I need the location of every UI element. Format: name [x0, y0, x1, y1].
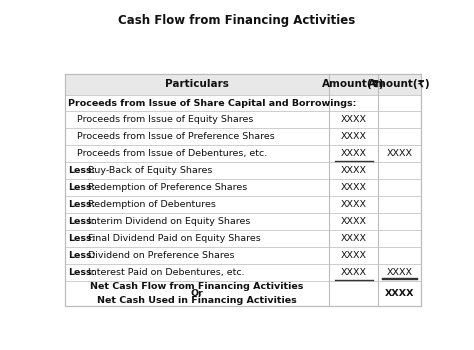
Text: Redemption of Debentures: Redemption of Debentures: [85, 200, 216, 209]
Text: XXXX: XXXX: [341, 149, 367, 158]
Text: Less:: Less:: [68, 217, 95, 226]
Text: XXXX: XXXX: [341, 234, 367, 243]
Bar: [65, 74, 421, 306]
Text: Proceeds from Issue of Share Capital and Borrowings:: Proceeds from Issue of Share Capital and…: [68, 98, 356, 107]
Text: Net Cash Flow from Financing Activities: Net Cash Flow from Financing Activities: [91, 282, 304, 291]
Text: Amount(₹): Amount(₹): [322, 79, 385, 90]
Text: XXXX: XXXX: [341, 132, 367, 141]
Text: Buy-Back of Equity Shares: Buy-Back of Equity Shares: [85, 166, 213, 175]
Bar: [65, 74, 421, 95]
Text: Proceeds from Issue of Equity Shares: Proceeds from Issue of Equity Shares: [77, 116, 253, 124]
Text: Interim Dividend on Equity Shares: Interim Dividend on Equity Shares: [85, 217, 251, 226]
Text: XXXX: XXXX: [341, 116, 367, 124]
Text: Less:: Less:: [68, 267, 95, 276]
Text: Less:: Less:: [68, 200, 95, 209]
Text: XXXX: XXXX: [385, 289, 414, 298]
Text: Less:: Less:: [68, 234, 95, 243]
Text: XXXX: XXXX: [341, 251, 367, 260]
Text: Cash Flow from Financing Activities: Cash Flow from Financing Activities: [118, 14, 356, 27]
Text: Or: Or: [191, 289, 203, 298]
Text: Dividend on Preference Shares: Dividend on Preference Shares: [85, 251, 235, 260]
Text: Less:: Less:: [68, 166, 95, 175]
Text: XXXX: XXXX: [341, 183, 367, 192]
Text: XXXX: XXXX: [341, 200, 367, 209]
Text: Less:: Less:: [68, 251, 95, 260]
Text: Amount(₹): Amount(₹): [368, 79, 431, 90]
Text: Proceeds from Issue of Debentures, etc.: Proceeds from Issue of Debentures, etc.: [77, 149, 267, 158]
Text: XXXX: XXXX: [341, 217, 367, 226]
Text: XXXX: XXXX: [341, 267, 367, 276]
Text: Final Dividend Paid on Equity Shares: Final Dividend Paid on Equity Shares: [85, 234, 261, 243]
Text: Particulars: Particulars: [165, 79, 229, 90]
Text: Net Cash Used in Financing Activities: Net Cash Used in Financing Activities: [97, 296, 297, 306]
Text: Redemption of Preference Shares: Redemption of Preference Shares: [85, 183, 247, 192]
Text: Less:: Less:: [68, 183, 95, 192]
Text: XXXX: XXXX: [341, 166, 367, 175]
Text: XXXX: XXXX: [387, 149, 412, 158]
Text: Proceeds from Issue of Preference Shares: Proceeds from Issue of Preference Shares: [77, 132, 274, 141]
Text: XXXX: XXXX: [387, 267, 412, 276]
Text: Interest Paid on Debentures, etc.: Interest Paid on Debentures, etc.: [85, 267, 245, 276]
